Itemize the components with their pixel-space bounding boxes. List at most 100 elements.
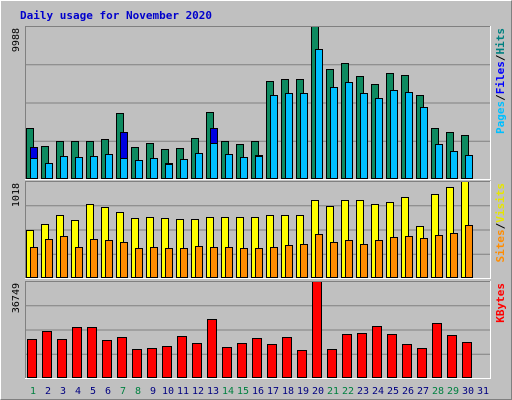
- bar-sites-day-26: [405, 236, 413, 278]
- bar-pages-day-19: [300, 93, 308, 179]
- bar-sites-day-22: [345, 240, 353, 278]
- bar-kbytes-day-3: [57, 339, 67, 378]
- bar-pages-day-29: [450, 151, 458, 179]
- x-tick-label: 4: [75, 386, 81, 397]
- x-tick-label: 1: [30, 386, 36, 397]
- x-tick-label: 21: [327, 386, 339, 397]
- bar-kbytes-day-4: [72, 327, 82, 378]
- bar-pages-day-30: [465, 155, 473, 179]
- bar-kbytes-day-6: [102, 340, 112, 378]
- bar-sites-day-4: [75, 247, 83, 278]
- bar-kbytes-day-14: [222, 347, 232, 378]
- bar-pages-day-11: [180, 159, 188, 179]
- x-tick-label: 12: [192, 386, 204, 397]
- bar-sites-day-1: [30, 247, 38, 278]
- x-tick-label: 16: [252, 386, 264, 397]
- bar-sites-day-2: [45, 239, 53, 278]
- bar-sites-day-30: [465, 225, 473, 278]
- x-tick-label: 20: [312, 386, 324, 397]
- bar-pages-day-15: [240, 157, 248, 179]
- ymax-label: 36749: [11, 283, 22, 313]
- x-tick-label: 26: [402, 386, 414, 397]
- x-tick-label: 2: [45, 386, 51, 397]
- x-tick-label: 11: [177, 386, 189, 397]
- bar-sites-day-27: [420, 238, 428, 278]
- right-legend-label: KBytes: [494, 283, 507, 323]
- bar-pages-day-27: [420, 107, 428, 179]
- x-tick-label: 30: [462, 386, 474, 397]
- x-tick-label: 19: [297, 386, 309, 397]
- bar-pages-day-25: [390, 90, 398, 179]
- bar-pages-day-4: [75, 157, 83, 179]
- bar-kbytes-day-17: [267, 344, 277, 378]
- bar-kbytes-day-25: [387, 334, 397, 378]
- x-tick-label: 10: [162, 386, 174, 397]
- legend-entry: Sites: [494, 229, 507, 262]
- bar-sites-day-23: [360, 244, 368, 278]
- bar-sites-day-5: [90, 239, 98, 278]
- bar-pages-day-21: [330, 87, 338, 179]
- legend-entry: Files: [494, 61, 507, 94]
- x-tick-label: 6: [105, 386, 111, 397]
- bar-sites-day-28: [435, 235, 443, 278]
- legend-entry: /: [494, 94, 507, 101]
- bar-sites-day-25: [390, 237, 398, 278]
- bar-sites-day-24: [375, 240, 383, 278]
- x-tick-label: 25: [387, 386, 399, 397]
- bar-kbytes-day-9: [147, 348, 157, 378]
- bar-sites-day-29: [450, 233, 458, 278]
- bar-kbytes-day-12: [192, 343, 202, 378]
- ymax-label: 9988: [11, 28, 22, 52]
- bar-pages-day-3: [60, 156, 68, 179]
- bar-pages-day-17: [270, 95, 278, 179]
- bar-sites-day-9: [150, 247, 158, 278]
- bar-kbytes-day-7: [117, 337, 127, 378]
- bar-sites-day-11: [180, 248, 188, 278]
- bar-pages-day-24: [375, 98, 383, 179]
- x-tick-label: 8: [135, 386, 141, 397]
- x-tick-label: 13: [207, 386, 219, 397]
- bar-pages-day-8: [135, 160, 143, 179]
- legend-entry: /: [494, 54, 507, 61]
- bar-kbytes-day-26: [402, 344, 412, 378]
- bar-kbytes-day-23: [357, 333, 367, 378]
- x-tick-label: 17: [267, 386, 279, 397]
- bar-kbytes-day-27: [417, 348, 427, 378]
- right-legend-label: Sites/Visits: [494, 183, 507, 263]
- bar-pages-day-5: [90, 156, 98, 179]
- bar-pages-day-23: [360, 93, 368, 179]
- bar-kbytes-day-11: [177, 336, 187, 378]
- bar-sites-day-10: [165, 248, 173, 278]
- x-tick-label: 7: [120, 386, 126, 397]
- bar-kbytes-day-10: [162, 346, 172, 378]
- x-tick-label: 27: [417, 386, 429, 397]
- bar-pages-day-7: [120, 158, 128, 179]
- legend-entry: Visits: [494, 183, 507, 223]
- chart-title: Daily usage for November 2020: [20, 9, 213, 22]
- bar-kbytes-day-18: [282, 337, 292, 378]
- legend-entry: Pages: [494, 101, 507, 134]
- bar-pages-day-13: [210, 143, 218, 179]
- bar-sites-day-3: [60, 236, 68, 278]
- bar-pages-day-6: [105, 154, 113, 179]
- bar-kbytes-day-22: [342, 334, 352, 378]
- bar-sites-day-14: [225, 247, 233, 278]
- x-tick-label: 3: [60, 386, 66, 397]
- x-tick-label: 28: [432, 386, 444, 397]
- legend-entry: /: [494, 222, 507, 229]
- bar-sites-day-20: [315, 234, 323, 278]
- right-legend-label: Pages/Files/Hits: [494, 28, 507, 134]
- bar-kbytes-day-16: [252, 338, 262, 378]
- bar-pages-day-2: [45, 163, 53, 179]
- bar-sites-day-8: [135, 248, 143, 278]
- bar-pages-day-26: [405, 92, 413, 179]
- bar-kbytes-day-1: [27, 339, 37, 378]
- bar-kbytes-day-19: [297, 350, 307, 378]
- bar-kbytes-day-2: [42, 331, 52, 378]
- x-tick-label: 14: [222, 386, 234, 397]
- bar-kbytes-day-13: [207, 319, 217, 378]
- bar-pages-day-12: [195, 153, 203, 179]
- x-tick-label: 22: [342, 386, 354, 397]
- x-tick-label: 29: [447, 386, 459, 397]
